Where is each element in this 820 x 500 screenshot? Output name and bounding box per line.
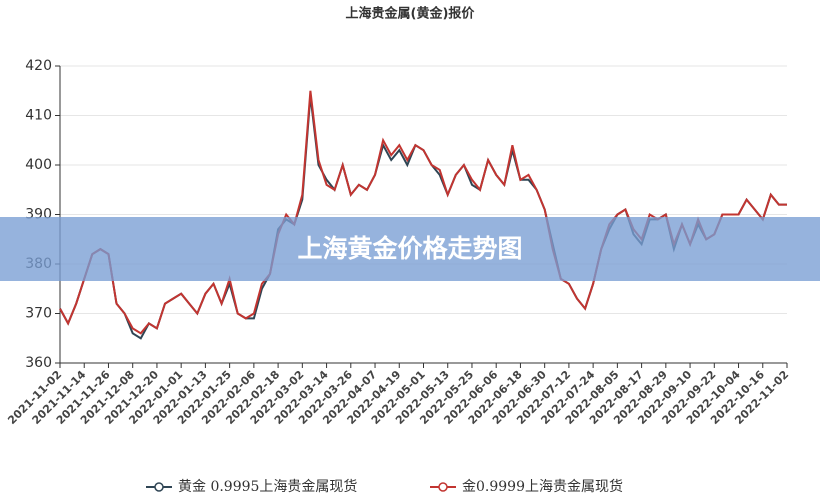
legend-marker [438, 482, 448, 492]
banner-strip [0, 217, 820, 281]
chart-title: 上海贵金属(黄金)报价 [346, 6, 476, 22]
y-tick-label: 420 [25, 58, 52, 74]
legend-label: 金0.9999上海贵金属现货 [462, 478, 623, 495]
y-tick-label: 360 [25, 355, 52, 371]
plot-area: 3603703803904004104202021-11-022021-11-1… [5, 58, 791, 427]
legend-label: 黄金 0.9995上海贵金属现货 [178, 478, 357, 495]
legend-marker [154, 482, 164, 492]
y-tick-label: 370 [25, 306, 52, 322]
y-tick-label: 400 [25, 157, 52, 173]
y-tick-label: 410 [25, 108, 52, 124]
legend-item: 金0.9999上海贵金属现货 [430, 478, 623, 495]
series-line [59, 90, 787, 335]
legend-item: 黄金 0.9995上海贵金属现货 [146, 478, 357, 495]
banner-title: 上海黄金价格走势图 [297, 234, 522, 263]
